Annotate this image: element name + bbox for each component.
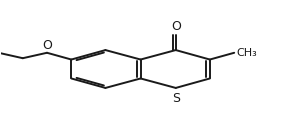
Text: O: O [171, 20, 181, 33]
Text: CH₃: CH₃ [237, 48, 257, 58]
Text: O: O [42, 39, 52, 52]
Text: S: S [172, 92, 180, 105]
